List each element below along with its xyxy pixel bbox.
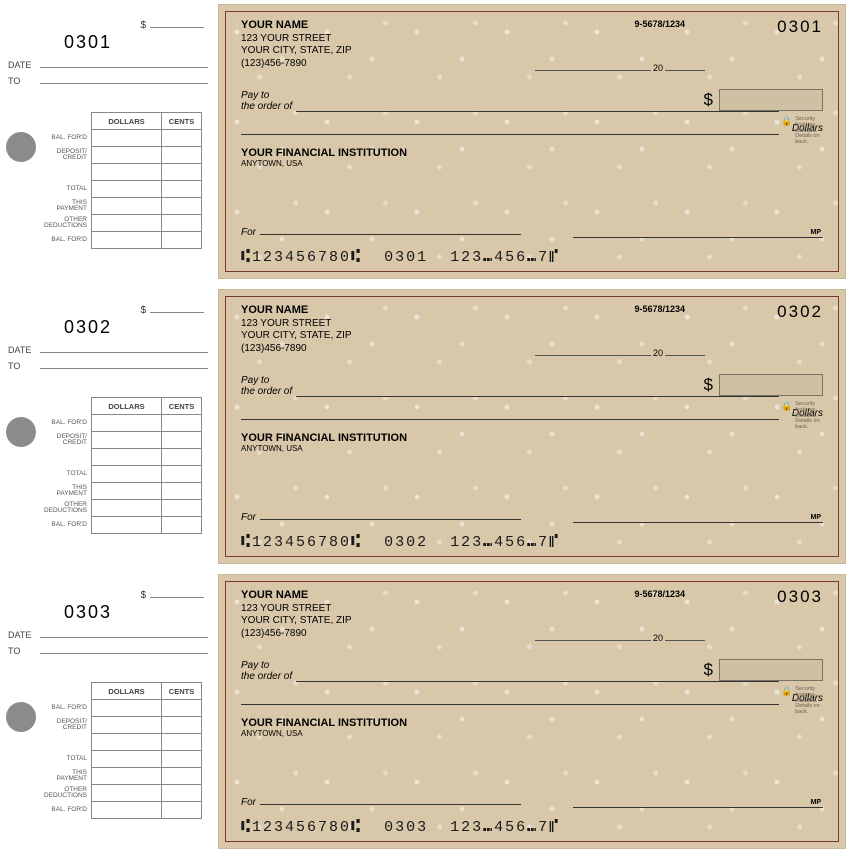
amount-box: $ [704, 89, 823, 111]
stub-check-number: 0303 [64, 602, 112, 623]
mp-mark: MP [811, 229, 822, 236]
binder-hole-icon [6, 702, 36, 732]
payer-block: YOUR NAME 123 YOUR STREET YOUR CITY, STA… [241, 589, 827, 640]
payer-block: YOUR NAME 123 YOUR STREET YOUR CITY, STA… [241, 19, 827, 70]
dollar-sign: $ [704, 90, 713, 110]
signature-line [573, 228, 823, 238]
stub-date-label: DATE [8, 60, 34, 70]
check-sheet: $ 0301 DATE TO DOLLARSCENTS BAL. FOR'D D… [0, 0, 850, 853]
check-stub: $ 0302 DATE TO DOLLARSCENTS BAL. FOR'D D… [0, 289, 218, 564]
binder-hole-icon [6, 132, 36, 162]
lock-icon: 🔒 [781, 117, 792, 146]
stub-table: DOLLARSCENTS BAL. FOR'D DEPOSIT/ CREDIT … [42, 112, 202, 249]
payer-street: 123 YOUR STREET [241, 33, 827, 46]
date-line: 20 [535, 61, 705, 73]
payer-phone: (123)456-7890 [241, 58, 827, 71]
pay-to-label: Pay to the order of [241, 91, 292, 112]
bank-name: YOUR FINANCIAL INSTITUTION [241, 147, 407, 159]
check: YOUR NAME 123 YOUR STREET YOUR CITY, STA… [218, 4, 846, 279]
lock-icon: 🔒 [781, 687, 792, 716]
lock-icon: 🔒 [781, 402, 792, 431]
check-number: 0301 [777, 17, 823, 37]
micr-line: ⑆123456780⑆ 0302 123⑉456⑉7⑈ [241, 534, 560, 551]
bank-block: YOUR FINANCIAL INSTITUTION ANYTOWN, USA [241, 147, 407, 168]
stub-check-number: 0302 [64, 317, 112, 338]
security-note: 🔒Security features included. Details on … [781, 117, 823, 146]
check-number: 0303 [777, 587, 823, 607]
dollar-sign: $ [140, 305, 146, 316]
memo-line: For [241, 225, 521, 238]
fraction-routing: 9-5678/1234 [634, 19, 685, 29]
payer-csz: YOUR CITY, STATE, ZIP [241, 45, 827, 58]
micr-line: ⑆123456780⑆ 0301 123⑉456⑉7⑈ [241, 249, 560, 266]
stub-check-number: 0301 [64, 32, 112, 53]
check: YOUR NAME 123 YOUR STREET YOUR CITY, STA… [218, 289, 846, 564]
check-row: $ 0302 DATE TO DOLLARSCENTS BAL. FOR'D D… [0, 289, 846, 564]
dollars-written-line [241, 123, 779, 135]
check-stub: $ 0303 DATE TO DOLLARSCENTS BAL. FOR'D D… [0, 574, 218, 849]
dollar-sign: $ [140, 590, 146, 601]
stub-table: DOLLARSCENTS BAL. FOR'D DEPOSIT/ CREDIT … [42, 397, 202, 534]
col-cents: CENTS [161, 113, 201, 130]
check-number: 0302 [777, 302, 823, 322]
payer-block: YOUR NAME 123 YOUR STREET YOUR CITY, STA… [241, 304, 827, 355]
check: YOUR NAME 123 YOUR STREET YOUR CITY, STA… [218, 574, 846, 849]
stub-to-label: TO [8, 76, 34, 86]
bank-location: ANYTOWN, USA [241, 159, 407, 168]
pay-to-line: Pay to the order of [241, 91, 779, 112]
micr-line: ⑆123456780⑆ 0303 123⑉456⑉7⑈ [241, 819, 560, 836]
col-dollars: DOLLARS [91, 113, 161, 130]
dollar-sign: $ [140, 20, 146, 31]
check-row: $ 0301 DATE TO DOLLARSCENTS BAL. FOR'D D… [0, 4, 846, 279]
binder-hole-icon [6, 417, 36, 447]
check-stub: $ 0301 DATE TO DOLLARSCENTS BAL. FOR'D D… [0, 4, 218, 279]
payer-name: YOUR NAME [241, 19, 827, 33]
stub-table: DOLLARSCENTS BAL. FOR'D DEPOSIT/ CREDIT … [42, 682, 202, 819]
check-row: $ 0303 DATE TO DOLLARSCENTS BAL. FOR'D D… [0, 574, 846, 849]
